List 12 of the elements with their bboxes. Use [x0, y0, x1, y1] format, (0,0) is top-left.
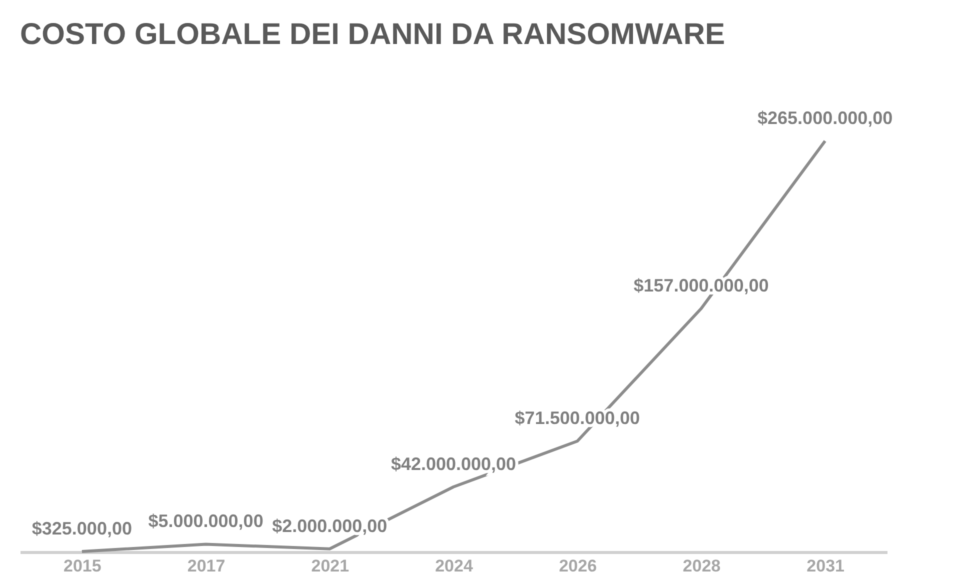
data-label: $325.000,00 — [32, 518, 132, 538]
x-tick-label: 2024 — [435, 556, 474, 576]
x-tick-label: 2021 — [311, 556, 350, 576]
x-tick-label: 2031 — [806, 556, 844, 576]
x-tick-label: 2026 — [558, 556, 597, 576]
data-label: $42.000.000,00 — [390, 454, 516, 474]
x-tick-label: 2015 — [64, 556, 102, 576]
x-tick-label: 2017 — [187, 556, 226, 576]
chart-title: COSTO GLOBALE DEI DANNI DA RANSOMWARE — [20, 18, 726, 51]
data-label: $265.000.000,00 — [758, 108, 893, 128]
data-label: $5.000.000,00 — [148, 511, 264, 532]
x-tick-label: 2028 — [682, 556, 721, 576]
